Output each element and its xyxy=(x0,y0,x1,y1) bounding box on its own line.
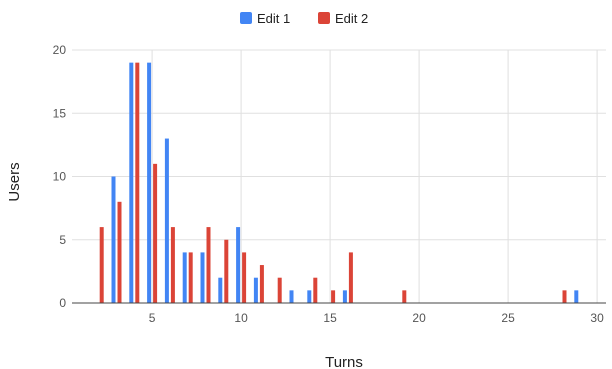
bar xyxy=(129,63,133,303)
bar xyxy=(343,290,347,303)
bar xyxy=(313,278,317,303)
bar xyxy=(165,139,169,303)
bar xyxy=(563,290,567,303)
bars xyxy=(100,63,579,303)
bar xyxy=(254,278,258,303)
bar xyxy=(147,63,151,303)
y-tick-label: 20 xyxy=(53,43,67,57)
legend-swatch xyxy=(240,12,252,24)
bar xyxy=(218,278,222,303)
y-tick-label: 15 xyxy=(53,106,67,120)
x-tick-label: 20 xyxy=(412,311,426,325)
bar xyxy=(189,252,193,303)
bar xyxy=(574,290,578,303)
legend: Edit 1 Edit 2 xyxy=(240,11,368,26)
bar xyxy=(307,290,311,303)
x-tick-label: 5 xyxy=(149,311,156,325)
bar xyxy=(118,202,122,303)
x-tick-label: 10 xyxy=(234,311,248,325)
bar xyxy=(402,290,406,303)
y-tick-label: 0 xyxy=(59,296,66,310)
grid-lines xyxy=(72,50,606,303)
bar xyxy=(171,227,175,303)
bar xyxy=(153,164,157,303)
bar xyxy=(207,227,211,303)
legend-label: Edit 1 xyxy=(257,11,290,26)
bar xyxy=(349,252,353,303)
y-tick-label: 10 xyxy=(53,170,67,184)
bar xyxy=(331,290,335,303)
legend-label: Edit 2 xyxy=(335,11,368,26)
y-axis-title: Users xyxy=(6,162,23,201)
bar xyxy=(236,227,240,303)
bar xyxy=(290,290,294,303)
bar xyxy=(183,252,187,303)
bar xyxy=(278,278,282,303)
legend-swatch xyxy=(318,12,330,24)
bar xyxy=(135,63,139,303)
x-tick-label: 25 xyxy=(501,311,515,325)
x-tick-label: 15 xyxy=(323,311,337,325)
bar xyxy=(112,177,116,304)
bar xyxy=(260,265,264,303)
bar xyxy=(242,252,246,303)
bar xyxy=(201,252,205,303)
bar xyxy=(224,240,228,303)
x-tick-label: 30 xyxy=(590,311,604,325)
bar xyxy=(100,227,104,303)
x-axis-title: Turns xyxy=(325,354,363,369)
y-tick-label: 5 xyxy=(59,233,66,247)
